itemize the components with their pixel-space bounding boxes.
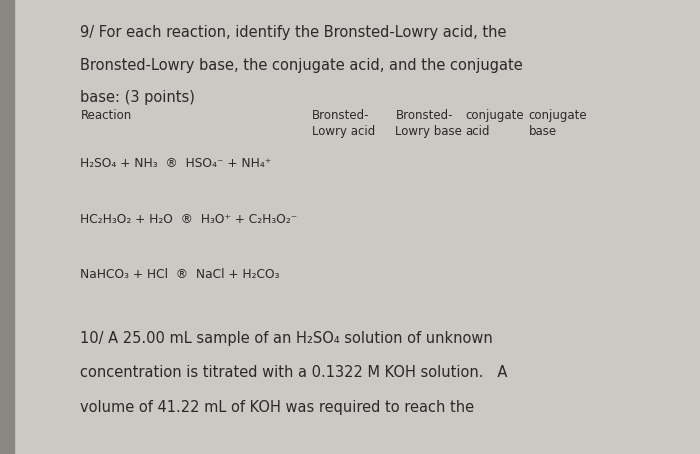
Text: Bronsted-
Lowry base: Bronsted- Lowry base (395, 109, 463, 138)
Text: Bronsted-Lowry base, the conjugate acid, and the conjugate: Bronsted-Lowry base, the conjugate acid,… (80, 58, 524, 73)
Text: base: (3 points): base: (3 points) (80, 90, 195, 105)
Text: 10/ A 25.00 mL sample of an H₂SO₄ solution of unknown: 10/ A 25.00 mL sample of an H₂SO₄ soluti… (80, 331, 494, 346)
Text: volume of 41.22 mL of KOH was required to reach the: volume of 41.22 mL of KOH was required t… (80, 400, 475, 415)
Text: H₂SO₄ + NH₃  ®  HSO₄⁻ + NH₄⁺: H₂SO₄ + NH₃ ® HSO₄⁻ + NH₄⁺ (80, 157, 272, 170)
Bar (0, 0, 14, 454)
Text: 9/ For each reaction, identify the Bronsted-Lowry acid, the: 9/ For each reaction, identify the Brons… (80, 25, 507, 40)
Text: Bronsted-
Lowry acid: Bronsted- Lowry acid (312, 109, 374, 138)
Text: conjugate
acid: conjugate acid (466, 109, 524, 138)
Text: conjugate
base: conjugate base (528, 109, 587, 138)
Text: HC₂H₃O₂ + H₂O  ®  H₃O⁺ + C₂H₃O₂⁻: HC₂H₃O₂ + H₂O ® H₃O⁺ + C₂H₃O₂⁻ (80, 213, 298, 227)
Text: concentration is titrated with a 0.1322 M KOH solution.   A: concentration is titrated with a 0.1322 … (80, 365, 508, 380)
Text: NaHCO₃ + HCl  ®  NaCl + H₂CO₃: NaHCO₃ + HCl ® NaCl + H₂CO₃ (80, 268, 280, 281)
Text: Reaction: Reaction (80, 109, 132, 122)
